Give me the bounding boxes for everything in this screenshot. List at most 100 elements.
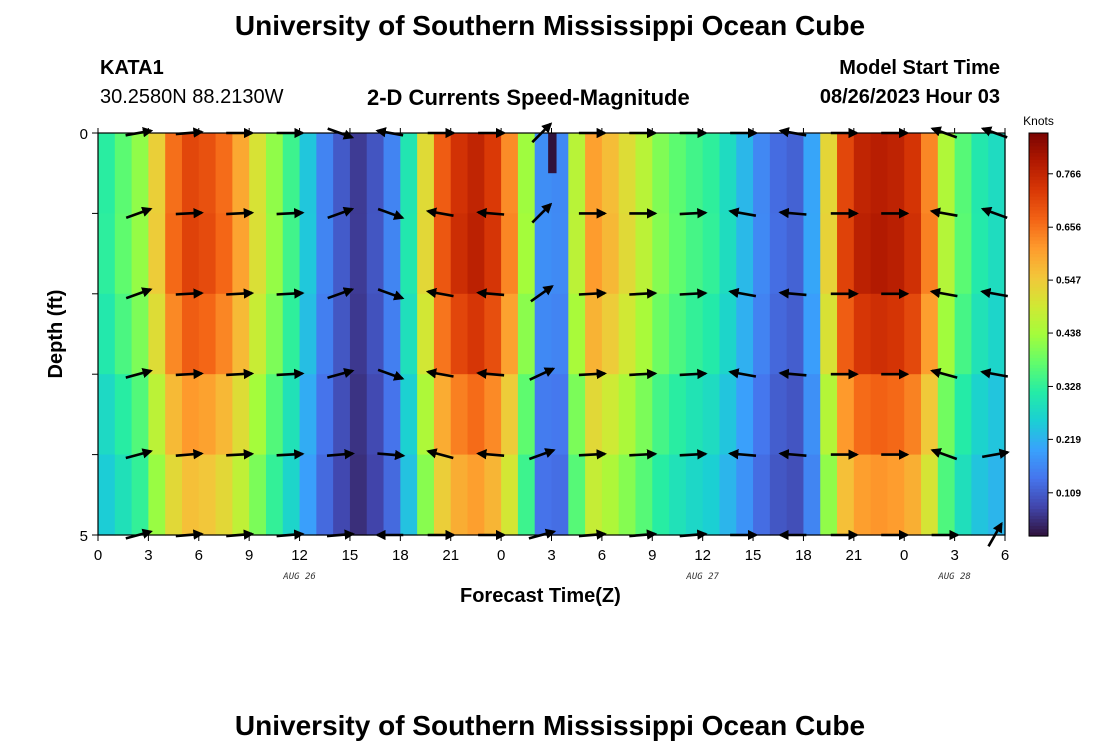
heatmap-cell <box>635 293 653 375</box>
current-vector <box>778 368 807 379</box>
heatmap-cell <box>181 374 200 456</box>
heatmap-cell <box>383 293 401 375</box>
heatmap-cell <box>870 133 889 214</box>
current-vector <box>276 368 305 380</box>
heatmap-cell <box>299 454 317 536</box>
heatmap-cell <box>786 374 805 456</box>
heatmap-cell <box>433 213 452 295</box>
colorbar-segment <box>1029 455 1048 460</box>
heatmap-cell <box>501 374 519 456</box>
colorbar-segment <box>1029 354 1048 359</box>
colorbar: Knots 0.109 0.219 0.328 0.438 0.547 0.656 0.766 <box>1023 114 1081 537</box>
x-tick-label: 0 <box>900 547 908 564</box>
colorbar-segment <box>1029 277 1048 282</box>
heatmap-cell <box>215 293 233 375</box>
heatmap-cell <box>215 374 233 456</box>
heatmap-cell <box>450 133 469 214</box>
heatmap-cell <box>215 454 233 536</box>
heatmap-cell <box>887 293 905 375</box>
heatmap-cell <box>467 213 485 295</box>
current-vector <box>728 207 757 218</box>
colorbar-segment <box>1029 257 1048 262</box>
heatmap-cell <box>753 213 771 295</box>
heatmap-cell <box>265 293 284 375</box>
heatmap-cell <box>971 454 989 536</box>
colorbar-segment <box>1029 180 1048 184</box>
heatmap-cell <box>131 293 149 375</box>
x-tick-label: 6 <box>598 547 606 564</box>
colorbar-segment <box>1029 300 1048 305</box>
heatmap-cell <box>551 293 569 375</box>
colorbar-segment <box>1029 458 1048 463</box>
colorbar-segment <box>1029 149 1048 154</box>
date-label: AUG 27 <box>685 572 719 582</box>
heatmap-cell <box>417 213 435 295</box>
heatmap-cell <box>450 293 469 375</box>
current-vector <box>175 288 204 299</box>
current-vector <box>175 207 204 219</box>
colorbar-segment <box>1029 418 1048 423</box>
heatmap-cell <box>837 293 855 375</box>
colorbar-segment <box>1029 310 1048 315</box>
colorbar-segment <box>1029 314 1048 319</box>
current-vector <box>226 288 255 299</box>
heatmap-cell <box>98 133 116 214</box>
heatmap-cell <box>769 454 788 536</box>
colorbar-segment <box>1029 324 1048 329</box>
heatmap-cell <box>534 374 553 456</box>
heatmap-cell <box>282 213 301 295</box>
heatmap-cell <box>618 133 637 214</box>
colorbar-segment <box>1029 478 1048 483</box>
current-vector <box>276 207 305 219</box>
heatmap-cell <box>383 213 401 295</box>
colorbar-segment <box>1029 391 1048 396</box>
colorbar-segment <box>1029 384 1048 389</box>
colorbar-segment <box>1029 485 1048 490</box>
current-vector <box>175 449 204 460</box>
current-vector <box>679 449 708 460</box>
current-vector <box>728 449 757 460</box>
colorbar-segment <box>1029 394 1048 399</box>
heatmap-cell <box>450 454 469 536</box>
x-tick-label: 0 <box>497 547 505 564</box>
current-vector <box>981 448 1010 459</box>
heatmap-cell <box>349 454 368 536</box>
heatmap-cell <box>786 454 805 536</box>
heatmap-cell <box>517 213 536 295</box>
x-tick-label: 15 <box>745 547 762 564</box>
heatmap-cell <box>937 213 956 295</box>
colorbar-segment <box>1029 512 1048 517</box>
heatmap-cell <box>719 454 737 536</box>
heatmap-cell <box>400 374 418 456</box>
heatmap-cell <box>753 454 771 536</box>
current-vector <box>226 368 255 380</box>
heatmap-cell <box>316 213 334 295</box>
heatmap-cell <box>736 213 754 295</box>
colorbar-segment <box>1029 327 1048 332</box>
colorbar-segment <box>1029 344 1048 349</box>
heatmap-cell <box>702 454 721 536</box>
colorbar-segment <box>1029 250 1048 255</box>
heatmap-cell <box>921 213 939 295</box>
colorbar-segment <box>1029 176 1048 181</box>
heatmap-cell <box>937 374 956 456</box>
colorbar-segment <box>1029 206 1048 211</box>
heatmap-cell <box>568 213 586 295</box>
colorbar-tick-label: 0.109 <box>1056 488 1081 499</box>
heatmap-cell <box>853 454 872 536</box>
heatmap-cell <box>685 133 704 214</box>
current-vector <box>679 288 708 299</box>
heatmap-cell <box>249 293 267 375</box>
heatmap-cell <box>501 454 519 536</box>
heatmap-cell <box>904 213 922 295</box>
colorbar-tick-label: 0.766 <box>1056 169 1081 180</box>
colorbar-segment <box>1029 408 1048 413</box>
current-vector <box>476 207 505 219</box>
heatmap-cell <box>198 213 217 295</box>
heatmap-cell <box>316 133 334 214</box>
heatmap-cell <box>282 374 301 456</box>
heatmap-cell <box>685 213 704 295</box>
colorbar-segment <box>1029 210 1048 215</box>
heatmap-cell <box>870 374 889 456</box>
heatmap-cell <box>148 293 166 375</box>
